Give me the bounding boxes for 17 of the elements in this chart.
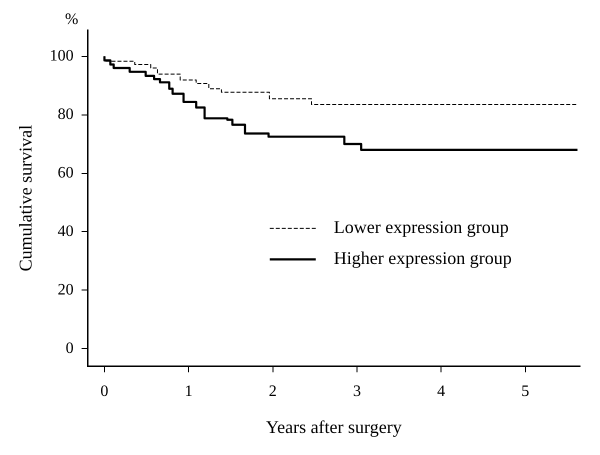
legend-label: Lower expression group — [334, 217, 509, 238]
y-axis-title: Cumulative survival — [16, 124, 36, 272]
text: % — [64, 11, 78, 28]
x-tick-label: 4 — [437, 383, 446, 400]
y-tick-label: 60 — [58, 164, 74, 182]
x-tick-label: 3 — [352, 383, 361, 400]
y-tick-label: 40 — [58, 222, 74, 240]
y-tick-label: 100 — [50, 48, 74, 65]
legend-label: Higher expression group — [334, 248, 512, 268]
y-tick-label: 20 — [58, 281, 74, 298]
y-tick-label: 0 — [66, 340, 74, 357]
x-axis-title: Years after surgery — [266, 416, 402, 437]
x-tick-label: 0 — [100, 383, 108, 400]
x-tick-label: 1 — [184, 383, 193, 400]
x-tick-label: 5 — [521, 383, 530, 400]
y-tick-label: 80 — [58, 106, 74, 123]
x-tick-label: 2 — [268, 383, 277, 400]
